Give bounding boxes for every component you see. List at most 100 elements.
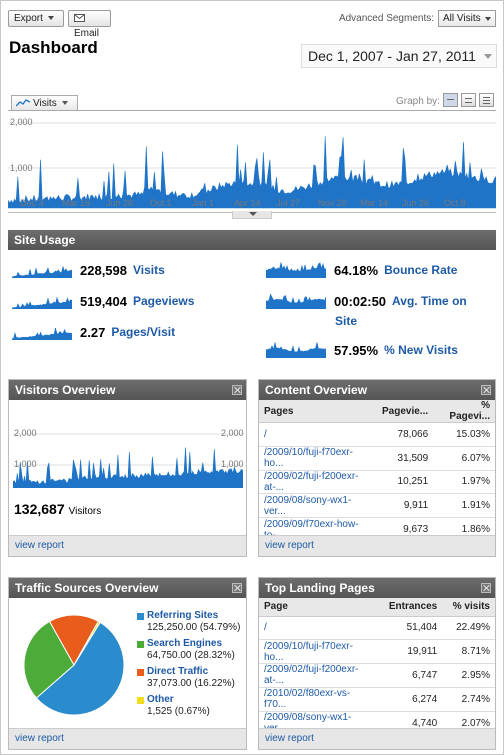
metric-tab-label: Visits xyxy=(33,98,57,109)
view-report-link[interactable]: view report xyxy=(265,540,314,551)
usage-value: 64.18% xyxy=(334,262,379,278)
panel-title: Top Landing Pages xyxy=(265,581,375,595)
legend-swatch xyxy=(137,669,144,676)
cell-value: 1.97% xyxy=(433,470,495,495)
legend-value: 125,250.00 (54.79%) xyxy=(147,622,241,633)
pie-slice[interactable] xyxy=(48,614,100,667)
column-header[interactable]: Pagevie... xyxy=(377,400,434,423)
legend-value: 37,073.00 (16.22%) xyxy=(147,678,235,689)
metric-selector-tab[interactable]: Visits xyxy=(11,95,78,111)
top-toolbar: Export Email Advanced Segments: All Visi… xyxy=(8,10,496,39)
usage-link[interactable]: % New Visits xyxy=(384,343,458,357)
visits-chart[interactable]: 2,000 1,000 Dec 3 Mar 16 Jun 28 Oct 1 Ja… xyxy=(8,110,496,213)
panel-footer: view report xyxy=(9,728,246,749)
legend-link[interactable]: Referring Sites xyxy=(147,610,219,621)
close-icon[interactable] xyxy=(481,583,491,593)
x-tick-label: Apr 14 xyxy=(234,198,261,208)
table-row: /2010/02/f80exr-vs-f70... 6,274 2.74% xyxy=(259,687,495,712)
visitors-total: 132,687 Visitors xyxy=(14,501,101,517)
close-icon[interactable] xyxy=(232,385,242,395)
date-range-picker[interactable]: Dec 1, 2007 - Jan 27, 2011 xyxy=(301,44,497,68)
y-tick-label: 2,000 xyxy=(10,117,33,127)
panel-footer: view report xyxy=(259,535,495,556)
table-row: /2009/02/fuji-f200exr-at-... 6,747 2.95% xyxy=(259,663,495,688)
usage-link-continued[interactable]: Site xyxy=(335,314,358,328)
x-tick-label: Mar 14 xyxy=(360,198,389,208)
visitors-series-area xyxy=(13,447,243,488)
usage-link[interactable]: Avg. Time on xyxy=(392,294,467,308)
x-tick-label: Mar 16 xyxy=(62,198,91,208)
page-link[interactable]: /2009/10/fuji-f70exr-ho... xyxy=(259,446,377,471)
legend-link[interactable]: Other xyxy=(147,694,174,705)
line-chart-icon xyxy=(16,99,30,107)
usage-metric-pages-per-visit: 2.27 Pages/Visit xyxy=(12,324,175,340)
column-header[interactable]: % Pagevi... xyxy=(433,400,495,423)
export-button[interactable]: Export xyxy=(8,10,64,27)
usage-metric-visits: 228,598 Visits xyxy=(12,262,165,278)
usage-metric-pageviews: 519,404 Pageviews xyxy=(12,293,194,309)
chevron-down-icon xyxy=(249,212,257,216)
usage-link[interactable]: Visits xyxy=(133,263,165,277)
legend-link[interactable]: Direct Traffic xyxy=(147,666,209,677)
segment-select[interactable]: All Visits xyxy=(438,10,496,27)
sparkline-area xyxy=(12,265,72,278)
sparkline xyxy=(266,293,326,309)
view-report-link[interactable]: view report xyxy=(15,540,64,551)
landing-table: Page Entrances % visits /51,404 22.49% /2… xyxy=(259,598,495,736)
visits-series-area xyxy=(8,136,496,209)
usage-link[interactable]: Pages/Visit xyxy=(111,325,176,339)
y-tick-label: 1,000 xyxy=(221,459,244,469)
x-tick-label: Nov 20 xyxy=(318,198,347,208)
cell-value: 15.03% xyxy=(433,422,495,447)
table-row: /2009/02/fuji-f200exr-at-... 10,251 1.97% xyxy=(259,470,495,495)
usage-value: 57.95% xyxy=(334,342,379,358)
export-label: Export xyxy=(14,13,43,24)
sparkline xyxy=(266,342,326,358)
close-icon[interactable] xyxy=(481,385,491,395)
pie-slice[interactable] xyxy=(35,621,125,716)
cell-value: 19,911 xyxy=(377,639,443,665)
graph-by-week-button[interactable] xyxy=(461,93,476,107)
cell-value: 1.91% xyxy=(433,493,495,519)
y-tick-label: 2,000 xyxy=(221,428,244,438)
page-link[interactable]: / xyxy=(259,422,377,447)
chart-resize-handle[interactable] xyxy=(232,211,272,219)
traffic-pie-chart[interactable] xyxy=(19,610,129,720)
view-report-link[interactable]: view report xyxy=(265,733,314,744)
page-link[interactable]: /2010/02/f80exr-vs-f70... xyxy=(259,687,377,712)
usage-link[interactable]: Bounce Rate xyxy=(384,263,458,277)
usage-link[interactable]: Pageviews xyxy=(133,294,195,308)
sparkline-area xyxy=(266,342,326,358)
cell-value: 6.07% xyxy=(433,446,495,471)
table-row: /2009/10/fuji-f70exr-ho... 19,911 8.71% xyxy=(259,639,495,665)
pie-slice[interactable] xyxy=(23,620,75,699)
page-link[interactable]: /2009/10/fuji-f70exr-ho... xyxy=(259,639,377,665)
close-icon[interactable] xyxy=(232,583,242,593)
column-header[interactable]: Entrances xyxy=(377,598,443,617)
visitors-chart[interactable] xyxy=(13,428,243,488)
legend-link[interactable]: Search Engines xyxy=(147,638,223,649)
email-button[interactable]: Email xyxy=(68,10,111,39)
view-report-link[interactable]: view report xyxy=(15,733,64,744)
usage-value: 519,404 xyxy=(80,293,127,309)
cell-value: 6,747 xyxy=(377,663,443,688)
graph-by-day-button[interactable] xyxy=(443,93,458,107)
page-link[interactable]: / xyxy=(259,616,377,641)
column-header[interactable]: % visits xyxy=(442,598,495,617)
graph-by-month-button[interactable] xyxy=(479,93,494,107)
column-header[interactable]: Page xyxy=(259,598,377,617)
pie-slice[interactable] xyxy=(73,620,101,666)
table-row: /2009/10/fuji-f70exr-ho... 31,509 6.07% xyxy=(259,446,495,471)
page-link[interactable]: /2009/02/fuji-f200exr-at-... xyxy=(259,663,377,688)
cell-value: 2.95% xyxy=(442,663,495,688)
sparkline-area xyxy=(266,293,326,309)
cell-value: 10,251 xyxy=(377,470,434,495)
panel-footer: view report xyxy=(9,535,246,556)
legend-value: 1,525 (0.67%) xyxy=(147,706,210,717)
sparkline-area xyxy=(266,262,326,278)
column-header[interactable]: Pages xyxy=(259,400,377,423)
y-tick-label: 2,000 xyxy=(14,428,37,438)
cell-value: 9,911 xyxy=(377,493,434,519)
page-link[interactable]: /2009/08/sony-wx1-ver... xyxy=(259,493,377,519)
page-link[interactable]: /2009/02/fuji-f200exr-at-... xyxy=(259,470,377,495)
